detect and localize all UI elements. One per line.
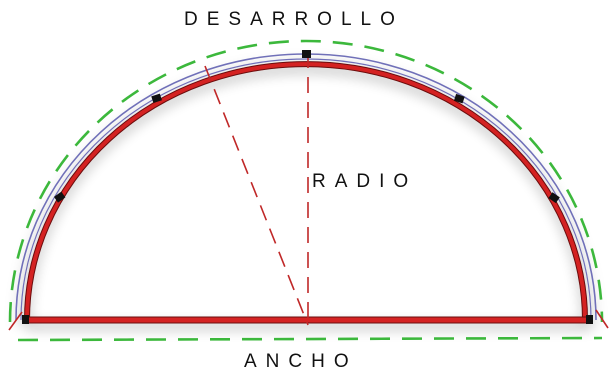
base-tick-right <box>595 309 609 329</box>
red-arc <box>25 62 587 321</box>
inner-blue-arc <box>20 58 592 321</box>
segment-tick <box>586 315 593 324</box>
radius-diagonal-dashed <box>204 65 309 326</box>
arch-body <box>15 53 597 324</box>
outer-blue-arc <box>15 53 597 321</box>
segment-ticks <box>22 93 593 324</box>
segment-tick <box>54 191 66 203</box>
segment-tick <box>548 192 560 204</box>
segment-tick <box>151 93 162 104</box>
width-dashed-line <box>17 336 603 342</box>
apex-marker <box>302 50 311 58</box>
development-label: DESARROLLO <box>184 9 404 30</box>
segment-tick <box>453 93 465 104</box>
segment-tick <box>22 315 29 324</box>
development-dashed-arc <box>8 39 604 323</box>
red-arc-outline <box>24 61 588 321</box>
base-tick-left <box>8 311 23 331</box>
width-label: ANCHO <box>244 351 358 372</box>
radius-label: RADIO <box>312 171 418 192</box>
